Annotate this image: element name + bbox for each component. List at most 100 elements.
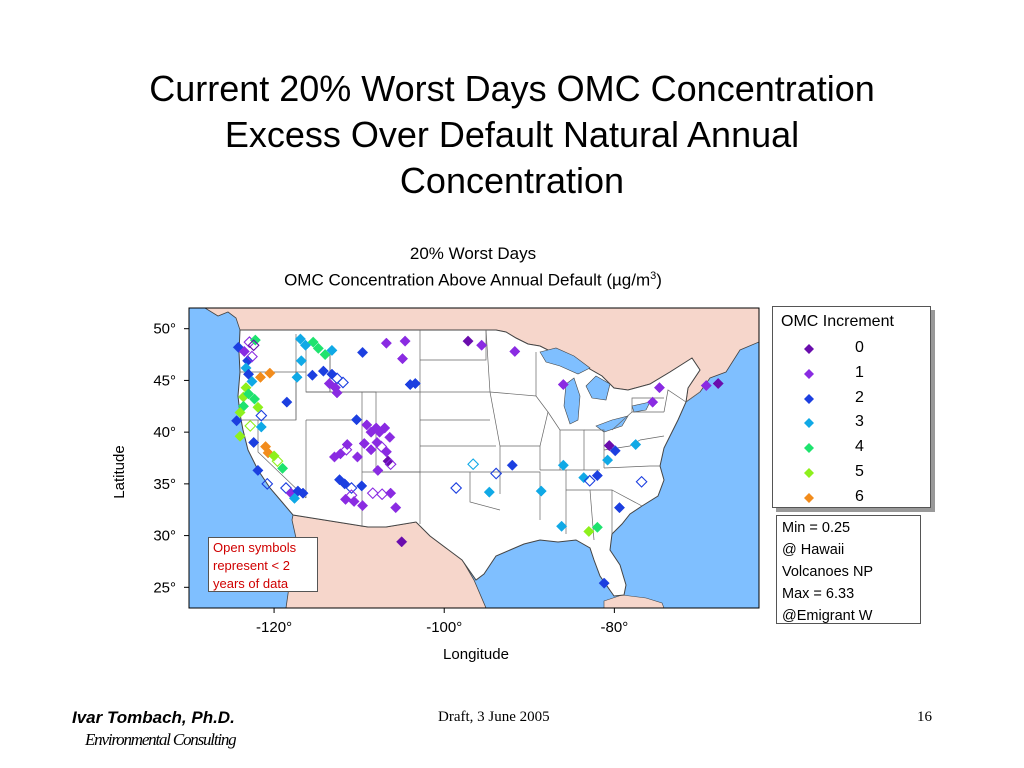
site-marker: [246, 375, 258, 388]
site-marker: [384, 431, 396, 443]
legend-entry-label: 6: [855, 487, 864, 505]
legend-entry: 6: [803, 487, 913, 509]
legend-entry-label: 0: [855, 339, 864, 356]
site-marker: [462, 335, 474, 347]
site-marker: [281, 396, 293, 408]
legend-diamond-icon: [804, 443, 814, 454]
legend-entry: 3: [803, 412, 913, 434]
legend-entry: 4: [803, 437, 913, 459]
site-marker: [609, 445, 621, 457]
site-marker: [234, 406, 246, 419]
site-marker: [396, 353, 409, 365]
site-marker: [712, 377, 724, 390]
note-line-1: Open symbols: [213, 540, 297, 555]
site-marker: [591, 521, 603, 533]
legend-diamond-icon: [804, 393, 814, 404]
note-line-3: years of data: [213, 576, 289, 591]
y-tick-label: 40°: [153, 424, 176, 441]
legend-diamond-shape: [804, 443, 814, 454]
stats-line-2: @ Hawaii: [782, 542, 845, 558]
legend-diamond-icon: [804, 368, 814, 379]
site-marker: [249, 334, 261, 346]
legend-diamond-icon: [804, 418, 814, 429]
site-marker: [583, 525, 595, 538]
site-marker: [248, 393, 261, 405]
footer-page-number: 16: [917, 709, 932, 725]
map-plot-area: [189, 308, 759, 608]
site-marker: [306, 369, 318, 381]
site-marker: [653, 382, 666, 394]
site-marker: [337, 376, 349, 389]
chart-subtitle: OMC Concentration Above Annual Default (…: [0, 270, 946, 291]
x-tick-label: -100°: [426, 619, 462, 636]
stats-line-4: Max = 6.33: [782, 586, 855, 602]
legend-entry-label: 4: [855, 438, 864, 456]
site-marker: [379, 422, 391, 434]
site-marker: [376, 488, 389, 501]
site-marker: [294, 333, 307, 345]
legend-diamond-shape: [804, 468, 814, 478]
legend-diamond-shape: [804, 344, 814, 354]
site-marker: [231, 415, 243, 427]
site-marker: [288, 492, 301, 504]
legend-entry-label: 2: [855, 388, 864, 406]
legend-entry: 2: [803, 388, 913, 410]
site-marker: [331, 387, 343, 399]
site-marker: [345, 482, 358, 494]
site-marker: [380, 446, 392, 458]
footer-author: Ivar Tombach, Ph.D.: [72, 708, 235, 727]
site-marker: [385, 487, 397, 499]
site-marker: [234, 430, 246, 442]
site-marker: [630, 438, 642, 451]
site-marker: [557, 459, 569, 471]
site-marker: [351, 414, 363, 426]
legend-diamond-icon: [804, 468, 814, 478]
site-marker: [390, 502, 402, 514]
slide-title-line-1: Current 20% Worst Days OMC Concentration: [149, 68, 875, 109]
site-marker: [247, 339, 260, 352]
min-max-stats-box: Min = 0.25 @ Hawaii Volcanoes NP Max = 6…: [776, 515, 921, 624]
site-marker: [261, 477, 274, 490]
plot-frame: [188, 307, 760, 609]
site-marker: [476, 339, 488, 351]
site-markers: [231, 333, 724, 589]
chart-subtitle-unit: µg/m: [611, 270, 651, 290]
site-marker: [291, 371, 303, 383]
site-marker: [331, 372, 344, 385]
chart-title: 20% Worst Days: [409, 244, 537, 263]
x-tick-label: -80°: [601, 619, 629, 636]
site-marker: [277, 462, 289, 474]
legend-diamond-shape: [804, 393, 814, 404]
legend-diamond-shape: [804, 368, 814, 379]
legend-diamond-shape: [804, 492, 814, 503]
site-marker: [351, 451, 364, 463]
site-marker: [262, 447, 274, 459]
site-marker: [317, 365, 329, 377]
slide-title-line-3: Concentration: [399, 160, 625, 201]
site-marker: [252, 401, 264, 413]
legend-entry: 5: [803, 462, 913, 484]
site-marker: [326, 344, 338, 356]
site-marker: [598, 577, 610, 589]
site-marker: [264, 367, 276, 379]
open-symbols-note: Open symbols represent < 2 years of data: [208, 537, 318, 592]
site-marker: [509, 345, 521, 358]
note-line-2: represent < 2: [213, 558, 290, 573]
site-marker: [396, 536, 408, 548]
footer-organization: Environmental Consulting: [85, 730, 237, 749]
site-marker: [635, 475, 648, 488]
legend-diamond-icon: [804, 344, 814, 354]
x-axis: -120° -100° -80°: [256, 608, 628, 636]
site-marker: [319, 348, 331, 361]
site-marker: [356, 500, 369, 512]
y-axis: 50° 45° 40° 35° 30° 25°: [153, 321, 189, 596]
site-marker: [268, 450, 280, 462]
site-marker: [603, 440, 615, 452]
site-marker: [356, 346, 369, 359]
legend-diamond-shape: [804, 418, 814, 429]
site-marker: [295, 355, 307, 367]
site-marker: [700, 380, 712, 392]
chart-subtitle-unit-exponent: 3: [650, 270, 657, 282]
site-marker: [602, 454, 614, 466]
